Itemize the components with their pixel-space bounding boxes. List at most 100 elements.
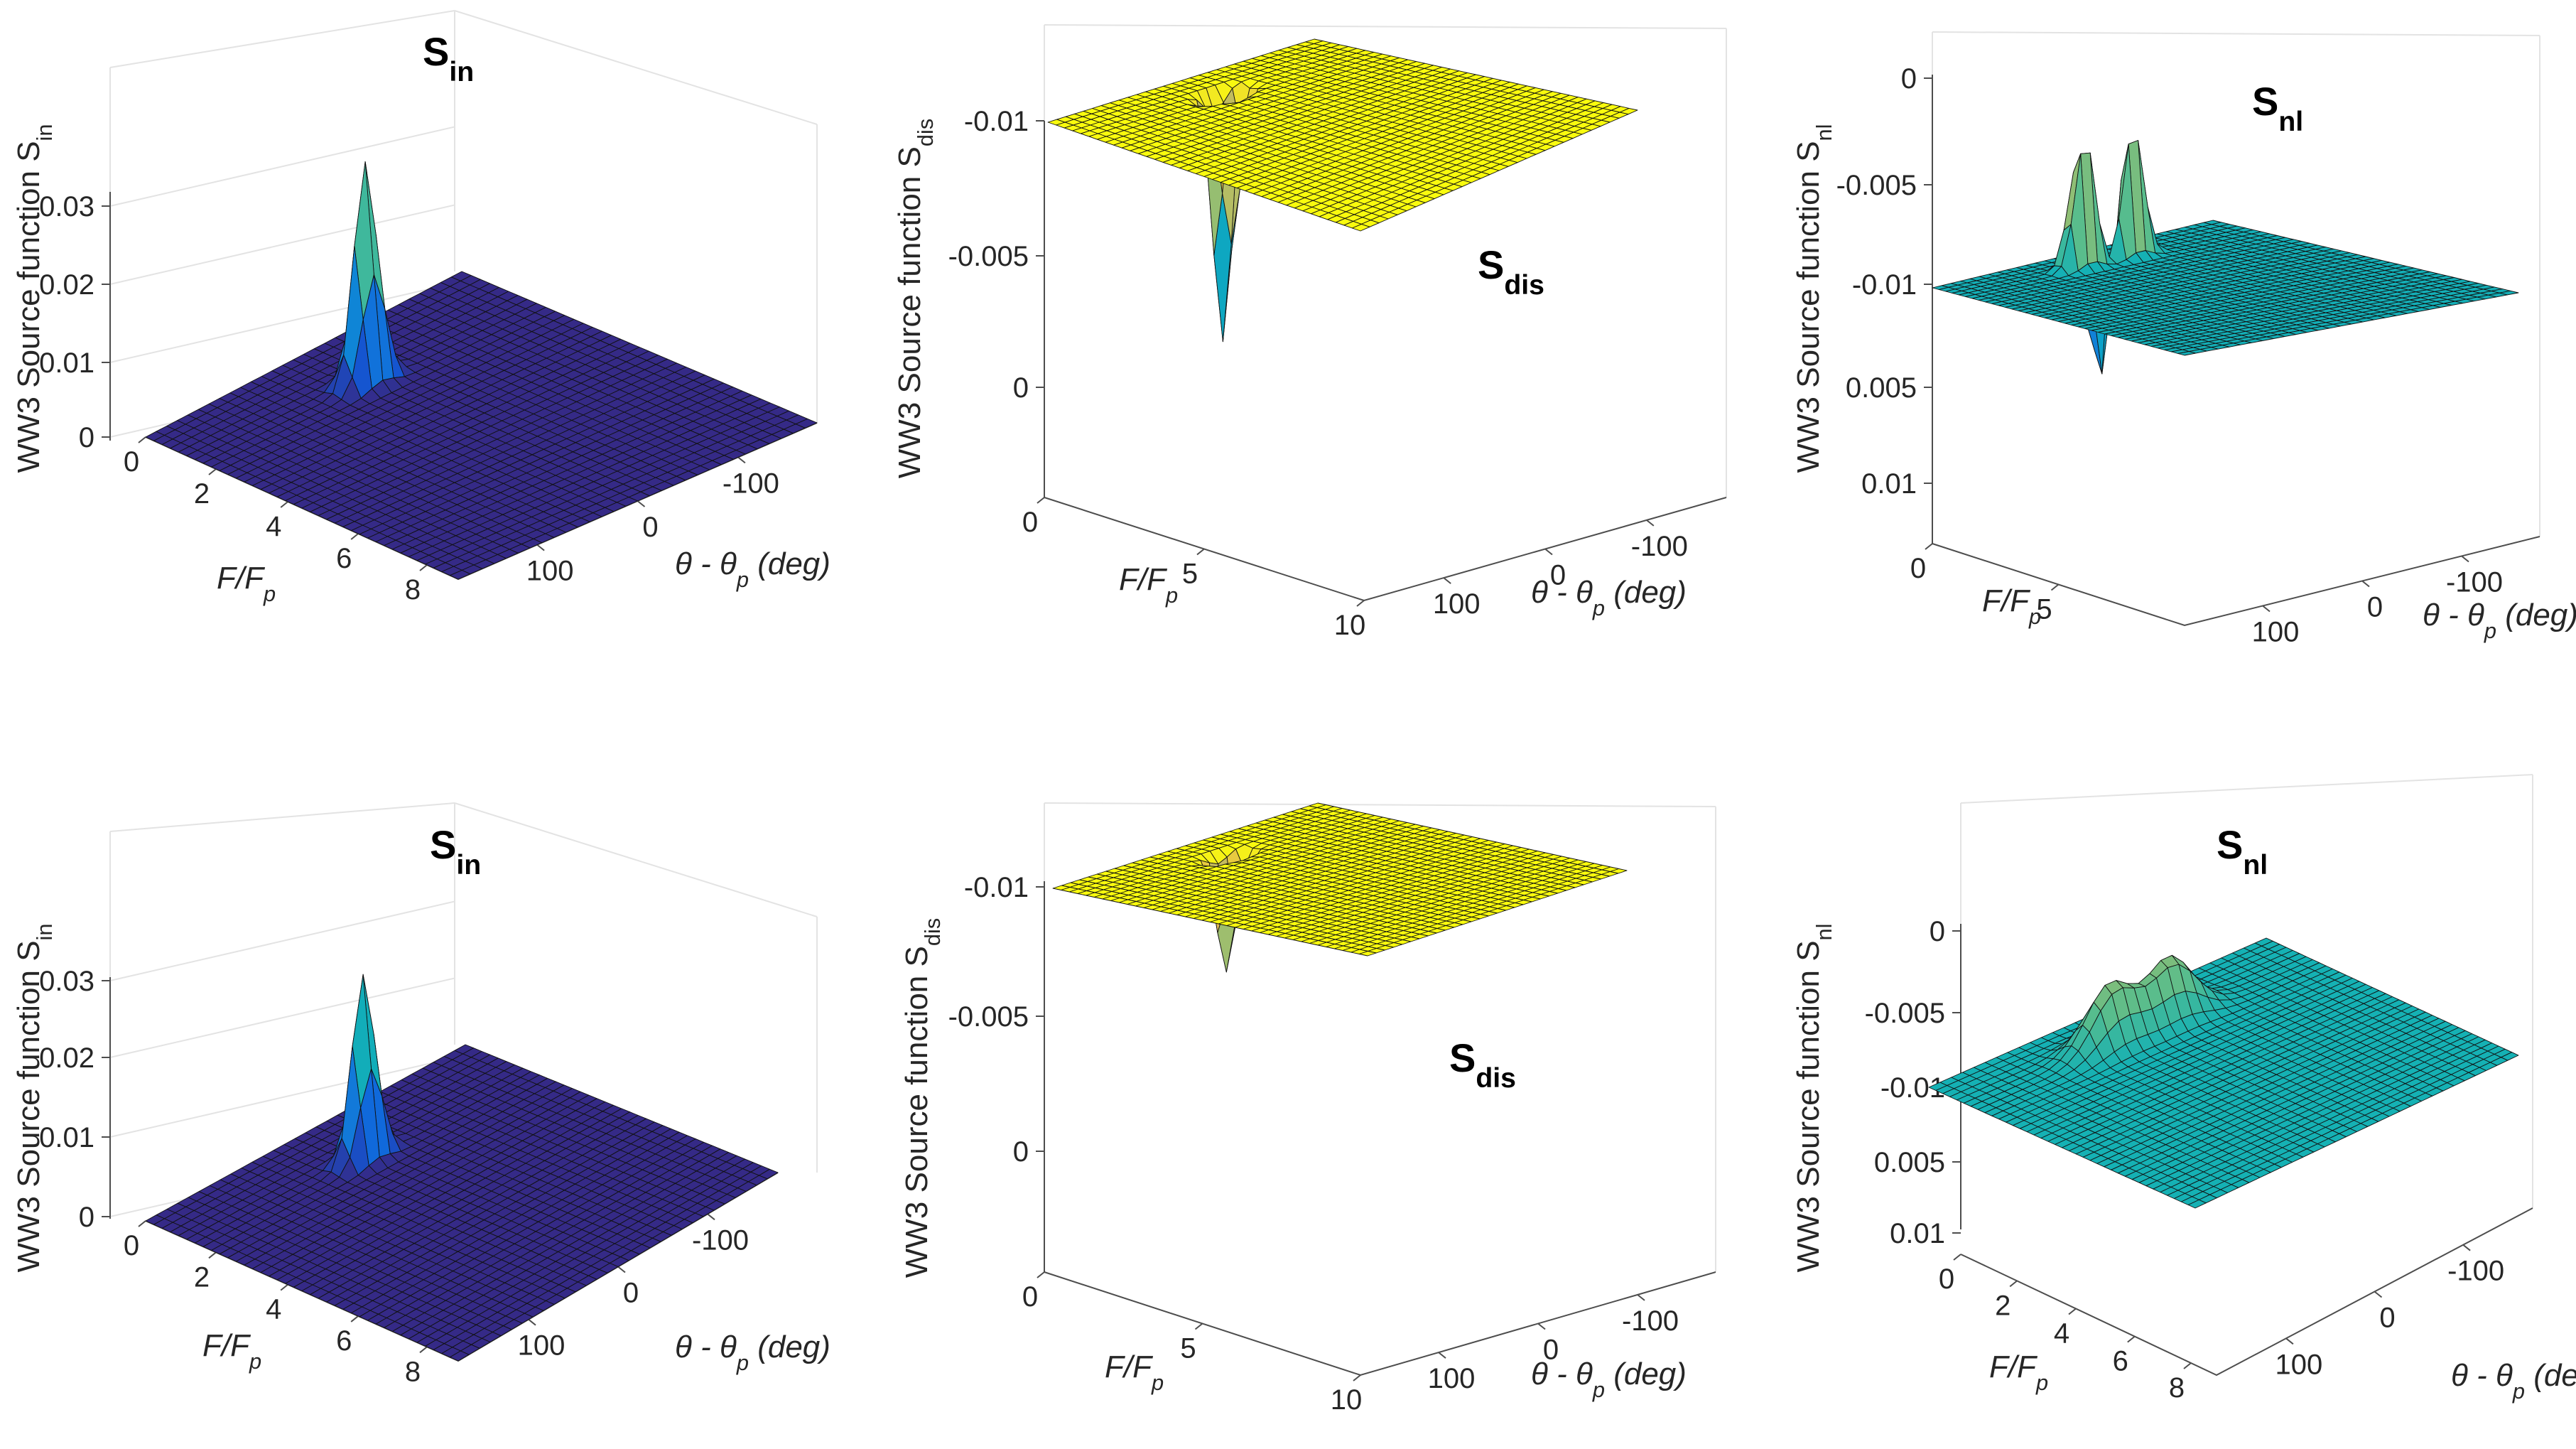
panel-title-sub: in	[449, 57, 474, 87]
x-tick-mark	[419, 1346, 428, 1354]
y-tick-mark	[1443, 577, 1451, 584]
x-axis-label-sub: p	[249, 1349, 261, 1374]
x-tick-label: 10	[1331, 1384, 1363, 1416]
x-tick-mark	[138, 436, 146, 443]
y-axis-label: θ - θp (deg)	[675, 546, 830, 592]
grid-line	[109, 204, 455, 285]
x-tick-mark	[1356, 600, 1365, 607]
grid-line	[109, 802, 455, 832]
x-tick-label: 4	[266, 511, 281, 542]
x-tick-mark	[2050, 583, 2060, 591]
y-tick-mark	[536, 544, 545, 551]
z-tick-label: 0.01	[39, 348, 94, 379]
panel-title-main: S	[2252, 79, 2278, 124]
x-tick-mark	[208, 468, 217, 475]
x-tick-mark	[138, 1220, 146, 1227]
y-tick-label: -100	[1622, 1305, 1679, 1337]
x-axis-label: F/Fp	[217, 561, 276, 606]
y-tick-label: 0	[623, 1278, 639, 1309]
y-tick-label: 0	[642, 512, 658, 543]
grid-line	[109, 282, 455, 363]
y-tick-mark	[2262, 605, 2271, 613]
z-axis-label-main: WW3 Source function S	[11, 141, 46, 473]
z-tick-label: 0.005	[1846, 372, 1917, 404]
x-tick-label: 8	[405, 574, 421, 605]
x-axis-label-main: F/F	[217, 561, 265, 596]
y-axis-label: θ - θp (deg)	[2423, 598, 2576, 643]
y-tick-mark	[1537, 1323, 1546, 1330]
x-tick-mark	[1194, 1323, 1203, 1330]
x-tick-mark	[208, 1251, 217, 1259]
x-tick-label: 4	[266, 1294, 281, 1325]
y-tick-label: 100	[1433, 588, 1481, 620]
x-tick-mark	[1037, 1271, 1045, 1278]
y-tick-mark	[2461, 555, 2469, 563]
panel-title-main: S	[423, 29, 449, 74]
grid-line	[109, 126, 455, 207]
y-tick-label: 100	[526, 556, 574, 587]
grid-line	[109, 10, 455, 68]
panel-title: Sin	[423, 29, 474, 87]
z-tick-label: -0.01	[964, 872, 1029, 903]
x-tick-label: 0	[124, 1230, 139, 1261]
z-tick-label: 0.01	[1861, 468, 1917, 500]
y-axis-label-sub: p	[2484, 618, 2496, 643]
x-tick-label: 8	[405, 1356, 421, 1387]
x-tick-label: 6	[336, 1325, 352, 1357]
z-axis-label-main: WW3 Source function S	[11, 940, 46, 1272]
y-tick-label: 100	[1428, 1363, 1476, 1394]
z-tick-label: 0.01	[39, 1122, 94, 1153]
grid-line	[1932, 31, 2540, 36]
y-tick-label: 100	[518, 1330, 565, 1362]
y-axis-label: θ - θp (deg)	[1531, 575, 1687, 620]
y-tick-mark	[2361, 580, 2370, 588]
y-tick-mark	[1544, 548, 1553, 556]
z-tick-label: 0.03	[39, 966, 94, 997]
grid-line	[454, 10, 818, 125]
z-tick-label: 0	[1013, 1136, 1029, 1168]
surface-mesh	[145, 161, 818, 580]
surface-mesh	[1047, 38, 1638, 343]
y-tick-mark	[637, 500, 646, 507]
x-tick-mark	[1196, 548, 1205, 556]
grid-line	[1044, 802, 1716, 807]
z-axis-label-main: WW3 Source function S	[892, 146, 927, 478]
y-axis-label-main: θ - θ	[1531, 575, 1593, 610]
x-axis-label-main: F/F	[1982, 583, 2030, 618]
x-axis-label: F/Fp	[1119, 562, 1178, 608]
x-tick-mark	[350, 533, 359, 540]
x-tick-label: 10	[1334, 610, 1366, 641]
panel-title: Sin	[430, 822, 481, 880]
grid-line	[1044, 24, 1727, 29]
y-tick-label: -100	[1631, 531, 1688, 562]
x-axis-label: F/Fp	[202, 1328, 261, 1374]
z-tick-label: -0.005	[948, 241, 1029, 272]
z-tick-label: 0	[79, 422, 94, 453]
x-tick-label: 0	[1910, 553, 1926, 584]
z-axis-label-sub: in	[32, 923, 57, 940]
z-tick-label: 0	[1013, 372, 1029, 404]
x-tick-label: 6	[336, 543, 352, 574]
panel-title-sub: dis	[1504, 270, 1544, 301]
z-axis-label-sub: nl	[1812, 124, 1836, 141]
y-axis-label-main: θ - θ	[675, 546, 737, 581]
x-tick-label: 2	[194, 1261, 210, 1293]
y-axis-label-main: θ - θ	[2423, 598, 2484, 632]
y-tick-mark	[1637, 1294, 1645, 1301]
z-tick-label: -0.005	[1836, 170, 1917, 201]
surface-mesh	[145, 974, 779, 1362]
x-tick-label: 0	[1022, 1281, 1038, 1313]
z-tick-label: -0.01	[964, 106, 1029, 137]
x-tick-label: 5	[1182, 559, 1198, 590]
y-axis-label-sub: p	[736, 567, 749, 592]
x-tick-mark	[1037, 497, 1045, 504]
z-axis-label: WW3 Source function Sdis	[892, 119, 938, 478]
x-tick-label: 0	[1022, 507, 1038, 538]
surface-mesh	[1932, 140, 2519, 375]
x-axis-label-main: F/F	[202, 1328, 251, 1363]
y-tick-mark	[528, 1318, 536, 1326]
